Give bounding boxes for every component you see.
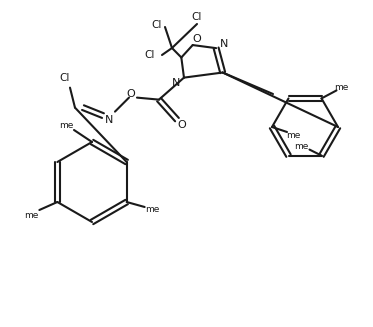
Text: me: me xyxy=(24,211,38,219)
Text: N: N xyxy=(220,39,228,49)
Text: O: O xyxy=(126,89,135,99)
Text: O: O xyxy=(178,120,186,129)
Text: Cl: Cl xyxy=(60,73,70,83)
Text: O: O xyxy=(192,34,201,44)
Text: Cl: Cl xyxy=(152,20,162,30)
Text: N: N xyxy=(105,115,113,125)
Text: me: me xyxy=(286,130,300,140)
Text: me: me xyxy=(334,83,349,92)
Text: Cl: Cl xyxy=(192,12,202,22)
Text: N: N xyxy=(172,77,180,88)
Text: Cl: Cl xyxy=(145,50,155,60)
Text: me: me xyxy=(145,205,160,215)
Text: me: me xyxy=(59,122,73,130)
Text: me: me xyxy=(294,142,309,151)
